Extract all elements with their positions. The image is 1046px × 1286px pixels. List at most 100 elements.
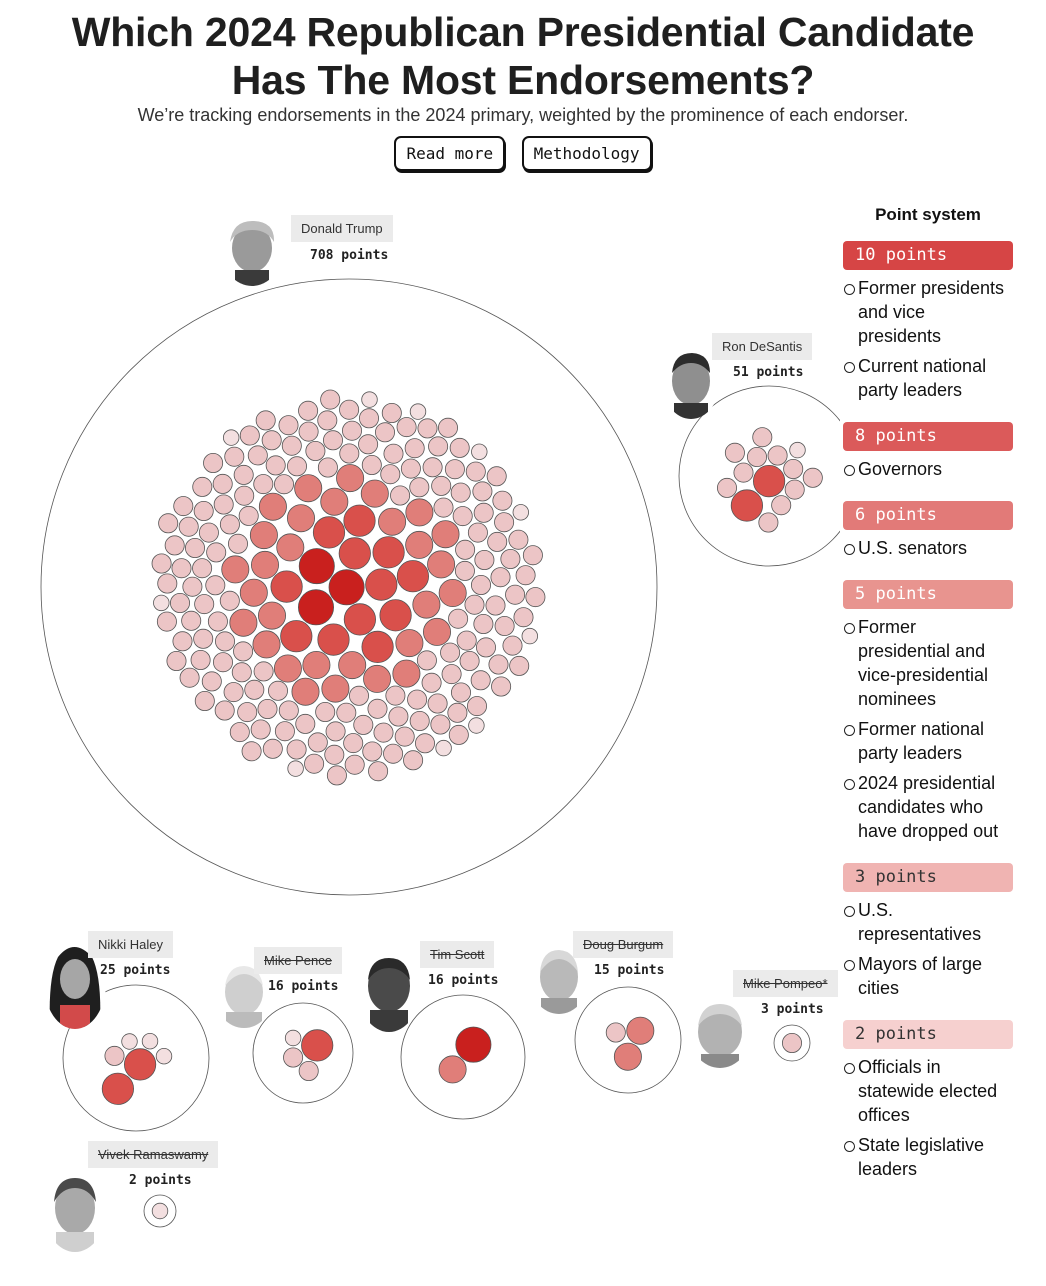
endorsement-bubble[interactable]	[471, 443, 488, 461]
endorsement-bubble[interactable]	[368, 761, 389, 782]
endorsement-bubble[interactable]	[157, 573, 178, 594]
endorsement-bubble[interactable]	[239, 425, 260, 446]
endorsement-bubble[interactable]	[295, 713, 316, 734]
endorsement-bubble[interactable]	[367, 698, 388, 719]
endorsement-bubble[interactable]	[250, 719, 271, 740]
endorsement-bubble[interactable]	[229, 608, 258, 637]
endorsement-bubble[interactable]	[267, 680, 288, 701]
endorsement-bubble[interactable]	[427, 693, 448, 714]
endorsement-bubble[interactable]	[365, 568, 398, 601]
endorsement-bubble[interactable]	[465, 461, 486, 482]
endorsement-bubble[interactable]	[194, 594, 215, 615]
endorsement-bubble[interactable]	[339, 443, 360, 464]
endorsement-bubble[interactable]	[802, 467, 823, 488]
endorsement-bubble[interactable]	[343, 504, 376, 537]
endorsement-bubble[interactable]	[173, 496, 194, 517]
endorsement-bubble[interactable]	[182, 576, 203, 597]
endorsement-bubble[interactable]	[717, 477, 738, 498]
endorsement-bubble[interactable]	[322, 430, 343, 451]
endorsement-bubble[interactable]	[273, 654, 302, 683]
endorsement-bubble[interactable]	[193, 500, 214, 521]
endorsement-bubble[interactable]	[124, 1048, 157, 1081]
endorsement-bubble[interactable]	[783, 458, 804, 479]
endorsement-bubble[interactable]	[380, 464, 401, 485]
endorsement-bubble[interactable]	[767, 445, 788, 466]
endorsement-bubble[interactable]	[181, 610, 202, 631]
endorsement-bubble[interactable]	[244, 679, 265, 700]
endorsement-bubble[interactable]	[448, 724, 469, 745]
endorsement-bubble[interactable]	[192, 558, 213, 579]
endorsement-bubble[interactable]	[233, 464, 254, 485]
endorsement-bubble[interactable]	[473, 502, 494, 523]
endorsement-bubble[interactable]	[390, 485, 411, 506]
endorsement-bubble[interactable]	[409, 711, 430, 732]
endorsement-bubble[interactable]	[383, 743, 404, 764]
endorsement-bubble[interactable]	[358, 408, 379, 429]
endorsement-bubble[interactable]	[421, 672, 442, 693]
endorsement-bubble[interactable]	[437, 417, 458, 438]
endorsement-bubble[interactable]	[153, 594, 170, 612]
endorsement-bubble[interactable]	[141, 1032, 159, 1050]
endorsement-bubble[interactable]	[752, 427, 773, 448]
endorsement-bubble[interactable]	[455, 539, 476, 560]
endorsement-bubble[interactable]	[385, 685, 406, 706]
endorsement-bubble[interactable]	[239, 578, 268, 607]
endorsement-bubble[interactable]	[467, 522, 488, 543]
endorsement-bubble[interactable]	[613, 1042, 642, 1071]
endorsement-bubble[interactable]	[363, 664, 392, 693]
endorsement-bubble[interactable]	[400, 458, 421, 479]
endorsement-bubble[interactable]	[249, 521, 278, 550]
endorsement-bubble[interactable]	[472, 481, 493, 502]
endorsement-bubble[interactable]	[513, 607, 534, 628]
endorsement-bubble[interactable]	[298, 548, 335, 585]
endorsement-bubble[interactable]	[253, 661, 274, 682]
endorsement-bubble[interactable]	[438, 1055, 467, 1084]
endorsement-bubble[interactable]	[396, 560, 429, 593]
endorsement-bubble[interactable]	[166, 651, 187, 672]
endorsement-bubble[interactable]	[336, 464, 365, 493]
endorsement-bubble[interactable]	[336, 702, 357, 723]
endorsement-bubble[interactable]	[508, 529, 529, 550]
endorsement-bubble[interactable]	[281, 435, 302, 456]
endorsement-bubble[interactable]	[789, 441, 806, 459]
endorsement-bubble[interactable]	[407, 689, 428, 710]
endorsement-bubble[interactable]	[486, 466, 507, 487]
endorsement-bubble[interactable]	[265, 455, 286, 476]
endorsement-bubble[interactable]	[212, 473, 233, 494]
endorsement-bubble[interactable]	[353, 714, 374, 735]
endorsement-bubble[interactable]	[430, 714, 451, 735]
endorsement-bubble[interactable]	[383, 443, 404, 464]
endorsement-bubble[interactable]	[422, 457, 443, 478]
endorsement-bubble[interactable]	[626, 1016, 655, 1045]
endorsement-bubble[interactable]	[229, 722, 250, 743]
endorsement-bubble[interactable]	[301, 1029, 334, 1062]
endorsement-bubble[interactable]	[223, 682, 244, 703]
endorsement-bubble[interactable]	[361, 454, 382, 475]
endorsement-bubble[interactable]	[403, 750, 424, 771]
endorsement-bubble[interactable]	[317, 623, 350, 656]
endorsement-bubble[interactable]	[522, 545, 543, 566]
endorsement-bubble[interactable]	[730, 489, 764, 522]
endorsement-bubble[interactable]	[286, 456, 307, 477]
endorsement-bubble[interactable]	[324, 744, 345, 765]
endorsement-bubble[interactable]	[343, 733, 364, 754]
endorsement-bubble[interactable]	[205, 575, 226, 596]
endorsement-bubble[interactable]	[164, 535, 185, 556]
endorsement-bubble[interactable]	[733, 462, 754, 483]
endorsement-bubble[interactable]	[274, 721, 295, 742]
endorsement-bubble[interactable]	[348, 685, 369, 706]
endorsement-bubble[interactable]	[374, 422, 395, 443]
endorsement-bubble[interactable]	[194, 691, 215, 712]
endorsement-bubble[interactable]	[207, 611, 228, 632]
endorsement-bubble[interactable]	[258, 492, 287, 521]
endorsement-bubble[interactable]	[362, 741, 383, 762]
methodology-button[interactable]: Methodology	[521, 136, 652, 171]
endorsement-bubble[interactable]	[470, 575, 491, 596]
endorsement-bubble[interactable]	[505, 584, 526, 605]
endorsement-bubble[interactable]	[361, 391, 378, 408]
endorsement-bubble[interactable]	[262, 738, 283, 759]
endorsement-bubble[interactable]	[492, 490, 513, 511]
endorsement-bubble[interactable]	[431, 520, 460, 549]
endorsement-bubble[interactable]	[276, 533, 305, 562]
endorsement-bubble[interactable]	[422, 617, 451, 646]
